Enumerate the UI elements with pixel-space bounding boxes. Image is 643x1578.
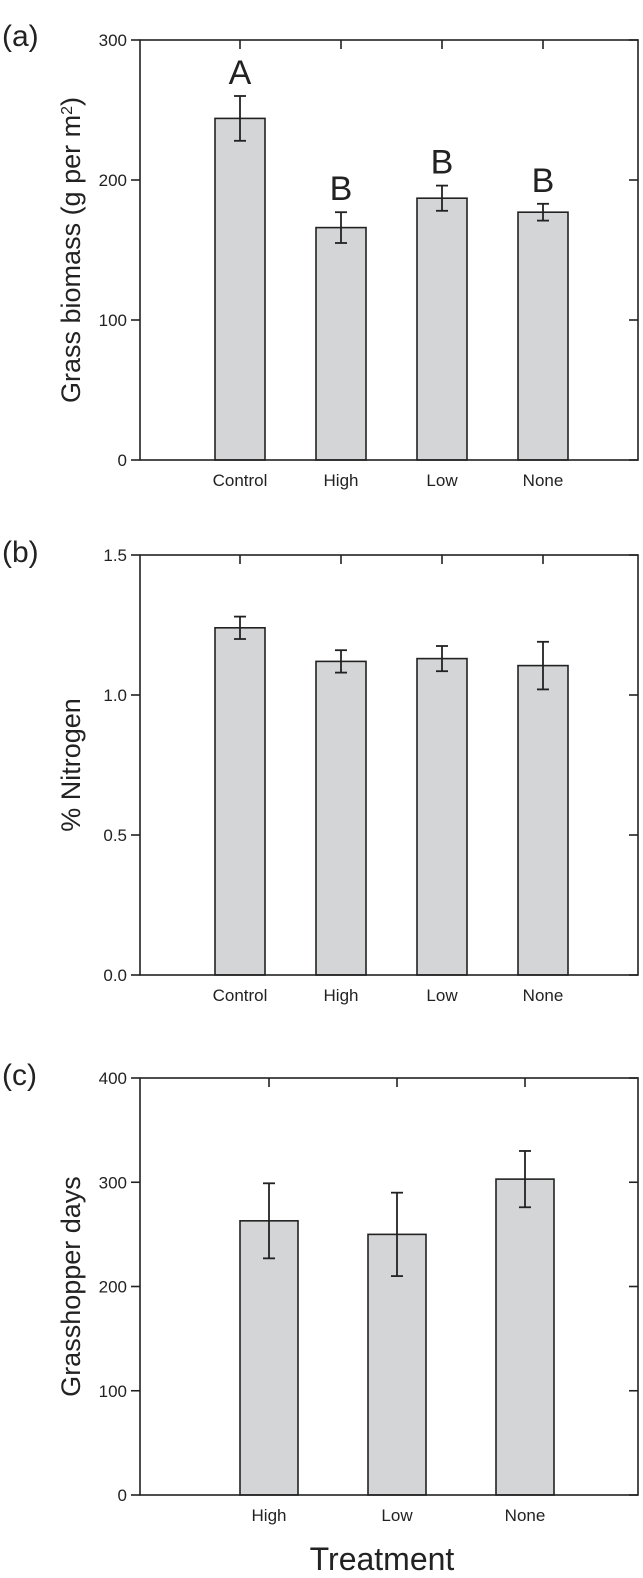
chart-panel-1: (a) A Control B High B Low B None 0 100 200 300 Grass…	[2, 20, 639, 490]
y-axis-label: % Nitrogen	[56, 698, 86, 832]
significance-letter: B	[532, 162, 555, 200]
error-bar-low	[436, 184, 448, 212]
y-tick-label: 0.0	[103, 966, 127, 985]
panel-label: (b)	[2, 536, 39, 569]
y-tick-label: 200	[99, 1278, 127, 1297]
bar-none	[517, 664, 569, 976]
x-tick-label: None	[523, 986, 564, 1005]
bar-low	[367, 1233, 427, 1496]
y-tick-label: 0	[118, 1486, 127, 1505]
bar-low	[416, 657, 468, 976]
bar-low	[416, 197, 468, 461]
y-tick-label: 0	[118, 451, 127, 470]
x-tick-label: High	[252, 1506, 287, 1525]
error-bar-none	[537, 202, 549, 222]
chart-panel-2: (b) Control High Low None 0.0 0.5 1.0 1.5 % Nitro…	[2, 536, 639, 1005]
panel-label: (c)	[2, 1059, 37, 1092]
y-tick-label: 1.0	[103, 686, 127, 705]
error-bar-high	[263, 1182, 275, 1260]
y-tick-label: 400	[99, 1069, 127, 1088]
x-tick-label: High	[324, 471, 359, 490]
panel-label: (a)	[2, 20, 39, 53]
x-tick-label: None	[505, 1506, 546, 1525]
y-tick-label: 0.5	[103, 826, 127, 845]
x-tick-label: None	[523, 471, 564, 490]
significance-letter: B	[431, 144, 454, 182]
error-bar-low	[436, 645, 448, 673]
y-tick-label: 100	[99, 311, 127, 330]
error-bar-high	[335, 211, 347, 244]
plot-frame	[139, 1077, 639, 1496]
error-bar-none	[519, 1150, 531, 1209]
bar-high	[239, 1220, 299, 1496]
significance-letter: B	[330, 170, 353, 208]
y-axis-label: Grass biomass (g per m2)	[56, 97, 86, 403]
chart-panel-3: (c) High Low None 0 100 200 300 400 Grasshopper d…	[2, 1059, 639, 1577]
y-tick-label: 200	[99, 171, 127, 190]
x-tick-label: Control	[213, 471, 268, 490]
x-tick-label: Low	[426, 471, 458, 490]
y-tick-label: 1.5	[103, 546, 127, 565]
bar-high	[315, 660, 367, 976]
bar-control	[214, 626, 266, 976]
y-tick-label: 300	[99, 1173, 127, 1192]
bar-high	[315, 226, 367, 461]
error-bar-none	[537, 640, 549, 691]
error-bar-control	[234, 95, 246, 142]
x-tick-label: Low	[381, 1506, 413, 1525]
x-axis-label: Treatment	[310, 1541, 455, 1577]
error-bar-high	[335, 649, 347, 674]
y-tick-label: 100	[99, 1382, 127, 1401]
y-axis-label: Grasshopper days	[56, 1176, 86, 1397]
x-tick-label: Control	[213, 986, 268, 1005]
bar-none	[517, 211, 569, 461]
bar-control	[214, 117, 266, 461]
error-bar-low	[391, 1191, 403, 1277]
x-tick-label: High	[324, 986, 359, 1005]
plot-frame	[139, 554, 639, 976]
y-tick-label: 300	[99, 31, 127, 50]
x-tick-label: Low	[426, 986, 458, 1005]
bar-none	[495, 1178, 555, 1496]
error-bar-control	[234, 615, 246, 640]
plot-frame	[139, 39, 639, 461]
significance-letter: A	[229, 54, 252, 92]
